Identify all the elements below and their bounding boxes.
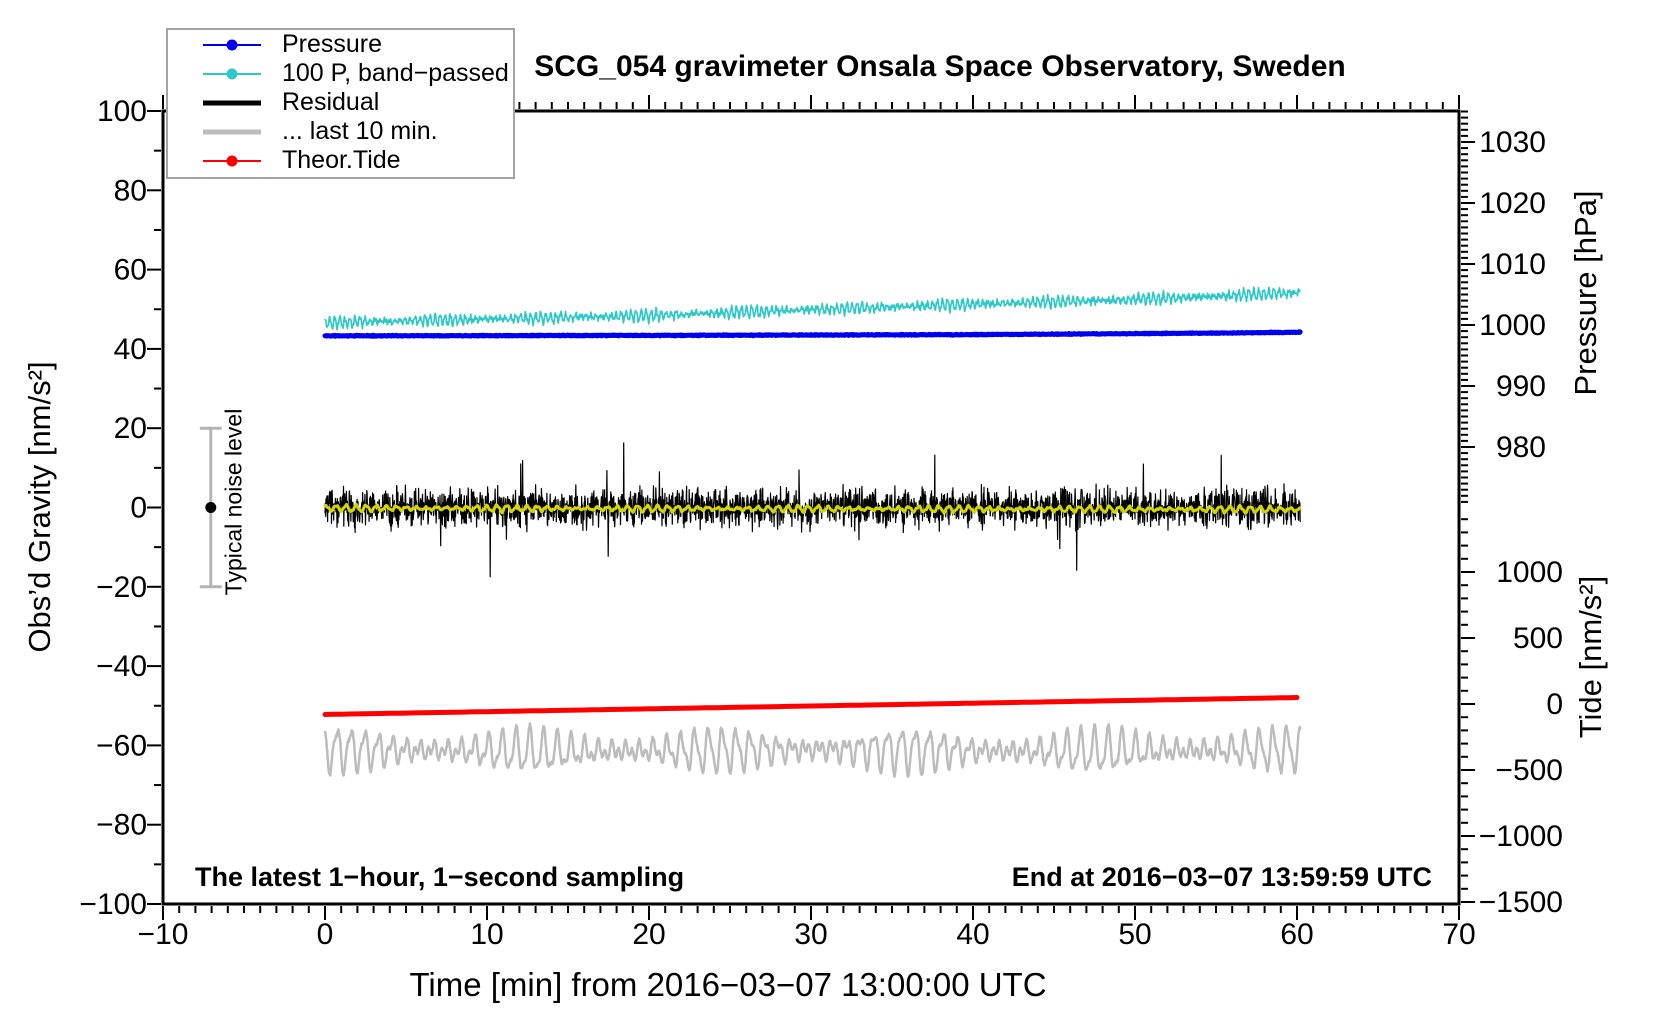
- legend: Pressure 100 P, band−passed Residual ...…: [166, 28, 515, 179]
- gravity-tick-label: 60: [114, 254, 147, 287]
- tide-tick-label: −1000: [1479, 820, 1563, 853]
- pressure-tick-label: 990: [1496, 370, 1546, 403]
- legend-item-band-passed: 100 P, band−passed: [168, 59, 513, 88]
- legend-item-residual: Residual: [168, 88, 513, 117]
- plot-frame: [161, 109, 1461, 906]
- legend-label: ... last 10 min.: [282, 117, 438, 145]
- series-residual-smoothed-line: [323, 502, 1302, 515]
- noise-level-marker: [199, 426, 222, 589]
- series-last-10-min-line: [323, 721, 1302, 779]
- pressure-line-dot-icon: [203, 39, 261, 50]
- series-theor-tide-line: [322, 695, 1300, 717]
- tide-tick-label: 500: [1513, 622, 1563, 655]
- legend-label: 100 P, band−passed: [282, 59, 509, 87]
- data-series: [322, 286, 1303, 779]
- sampling-note: The latest 1−hour, 1−second sampling: [195, 862, 685, 892]
- tide-tick-label: −1500: [1479, 886, 1563, 919]
- series-100-p-band-passed-line: [324, 286, 1301, 331]
- noise-dot: [205, 502, 217, 513]
- residual-line-icon: [203, 100, 261, 105]
- tide-tick-label: 0: [1546, 688, 1563, 721]
- last-10-min-line-icon: [203, 129, 261, 134]
- gravity-tick-label: 100: [97, 95, 147, 128]
- gravity-tick-label: 0: [130, 492, 147, 525]
- x-tick-label: 70: [1442, 918, 1475, 951]
- pressure-tick-label: 980: [1496, 431, 1546, 464]
- gravity-tick-label: 20: [114, 412, 147, 445]
- gravity-tick-label: −80: [96, 809, 147, 842]
- x-tick-label: 40: [956, 918, 989, 951]
- x-tick-label: 0: [317, 918, 334, 951]
- x-tick-label: −10: [138, 918, 189, 951]
- end-time-note: End at 2016−03−07 13:59:59 UTC: [1011, 862, 1432, 892]
- x-tick-label: 50: [1118, 918, 1151, 951]
- pressure-tick-label: 1030: [1479, 126, 1546, 159]
- x-tick-label: 30: [794, 918, 827, 951]
- series-pressure-line: [322, 329, 1303, 339]
- theor-tide-line-dot-icon: [203, 155, 261, 166]
- legend-item-pressure: Pressure: [168, 30, 513, 59]
- legend-label: Residual: [282, 88, 380, 116]
- legend-item-theor-tide: Theor.Tide: [168, 146, 513, 175]
- tide-axis-title: Tide [nm/s²]: [1573, 575, 1608, 739]
- gravity-tick-label: 40: [114, 333, 147, 366]
- x-axis-title: Time [min] from 2016−03−07 13:00:00 UTC: [409, 966, 1047, 1003]
- tick-labels: −10 0 10 20 30 40 50 60 70100806040200−20−40−60−…: [79, 95, 1563, 951]
- left-axis-title: Obs’d Gravity [nm/s²]: [22, 361, 57, 653]
- gravity-tick-label: 80: [114, 174, 147, 207]
- pressure-tick-label: 1000: [1479, 309, 1546, 342]
- tide-tick-label: 1000: [1496, 556, 1563, 589]
- legend-label: Pressure: [282, 30, 383, 58]
- legend-label: Theor.Tide: [282, 146, 401, 174]
- gravity-tick-label: −20: [96, 571, 147, 604]
- gravity-tick-label: −40: [96, 650, 147, 683]
- x-tick-label: 10: [470, 918, 503, 951]
- band-passed-line-dot-icon: [203, 68, 261, 79]
- x-tick-label: 20: [632, 918, 665, 951]
- pressure-axis-title: Pressure [hPa]: [1568, 190, 1603, 396]
- pressure-tick-label: 1020: [1479, 187, 1546, 220]
- x-tick-label: 60: [1280, 918, 1313, 951]
- tide-tick-label: −500: [1495, 754, 1563, 787]
- legend-item-last-10-min: ... last 10 min.: [168, 117, 513, 146]
- typical-noise-level-label: Typical noise level: [220, 408, 247, 596]
- pressure-tick-label: 1010: [1479, 248, 1546, 281]
- gravity-tick-label: −60: [96, 729, 147, 762]
- chart-title: SCG_054 gravimeter Onsala Space Observat…: [534, 50, 1346, 83]
- gravity-tick-label: −100: [79, 888, 147, 921]
